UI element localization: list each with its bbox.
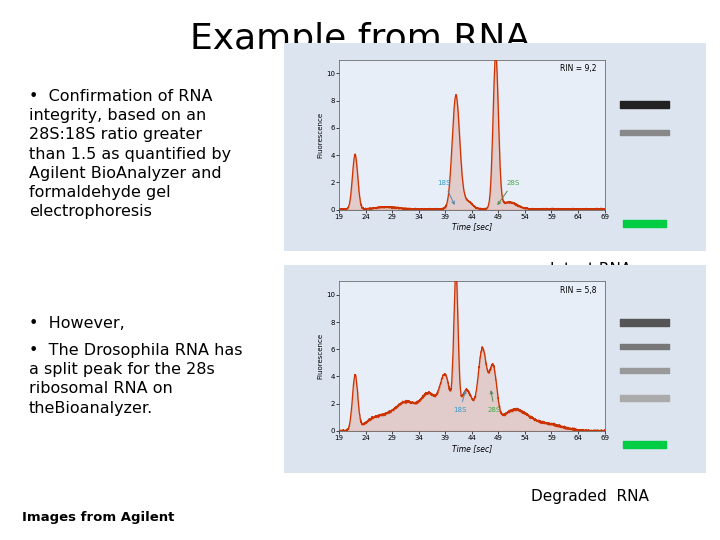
Text: 28S: 28S [498,180,520,204]
Y-axis label: Fluorescence: Fluorescence [318,112,323,158]
Text: RIN = 9,2: RIN = 9,2 [560,64,597,73]
Text: Images from Agilent: Images from Agilent [22,511,174,524]
Text: Intact RNA: Intact RNA [550,262,631,277]
Text: •  Confirmation of RNA
integrity, based on an
28S:18S ratio greater
than 1.5 as : • Confirmation of RNA integrity, based o… [29,89,231,219]
Text: •  The Drosophila RNA has
a split peak for the 28s
ribosomal RNA on
theBioanalyz: • The Drosophila RNA has a split peak fo… [29,343,243,415]
Text: Degraded  RNA: Degraded RNA [531,489,649,504]
Text: 28S: 28S [487,391,501,413]
X-axis label: Time [sec]: Time [sec] [451,444,492,453]
Text: 18S: 18S [454,391,467,413]
FancyBboxPatch shape [276,39,714,255]
Y-axis label: Fluorescence: Fluorescence [318,333,323,379]
Text: •  However,: • However, [29,316,125,331]
Text: Example from RNA: Example from RNA [190,22,530,56]
X-axis label: Time [sec]: Time [sec] [451,222,492,232]
FancyBboxPatch shape [276,260,714,477]
Text: 18S: 18S [437,180,454,204]
Text: RIN = 5,8: RIN = 5,8 [560,286,597,295]
